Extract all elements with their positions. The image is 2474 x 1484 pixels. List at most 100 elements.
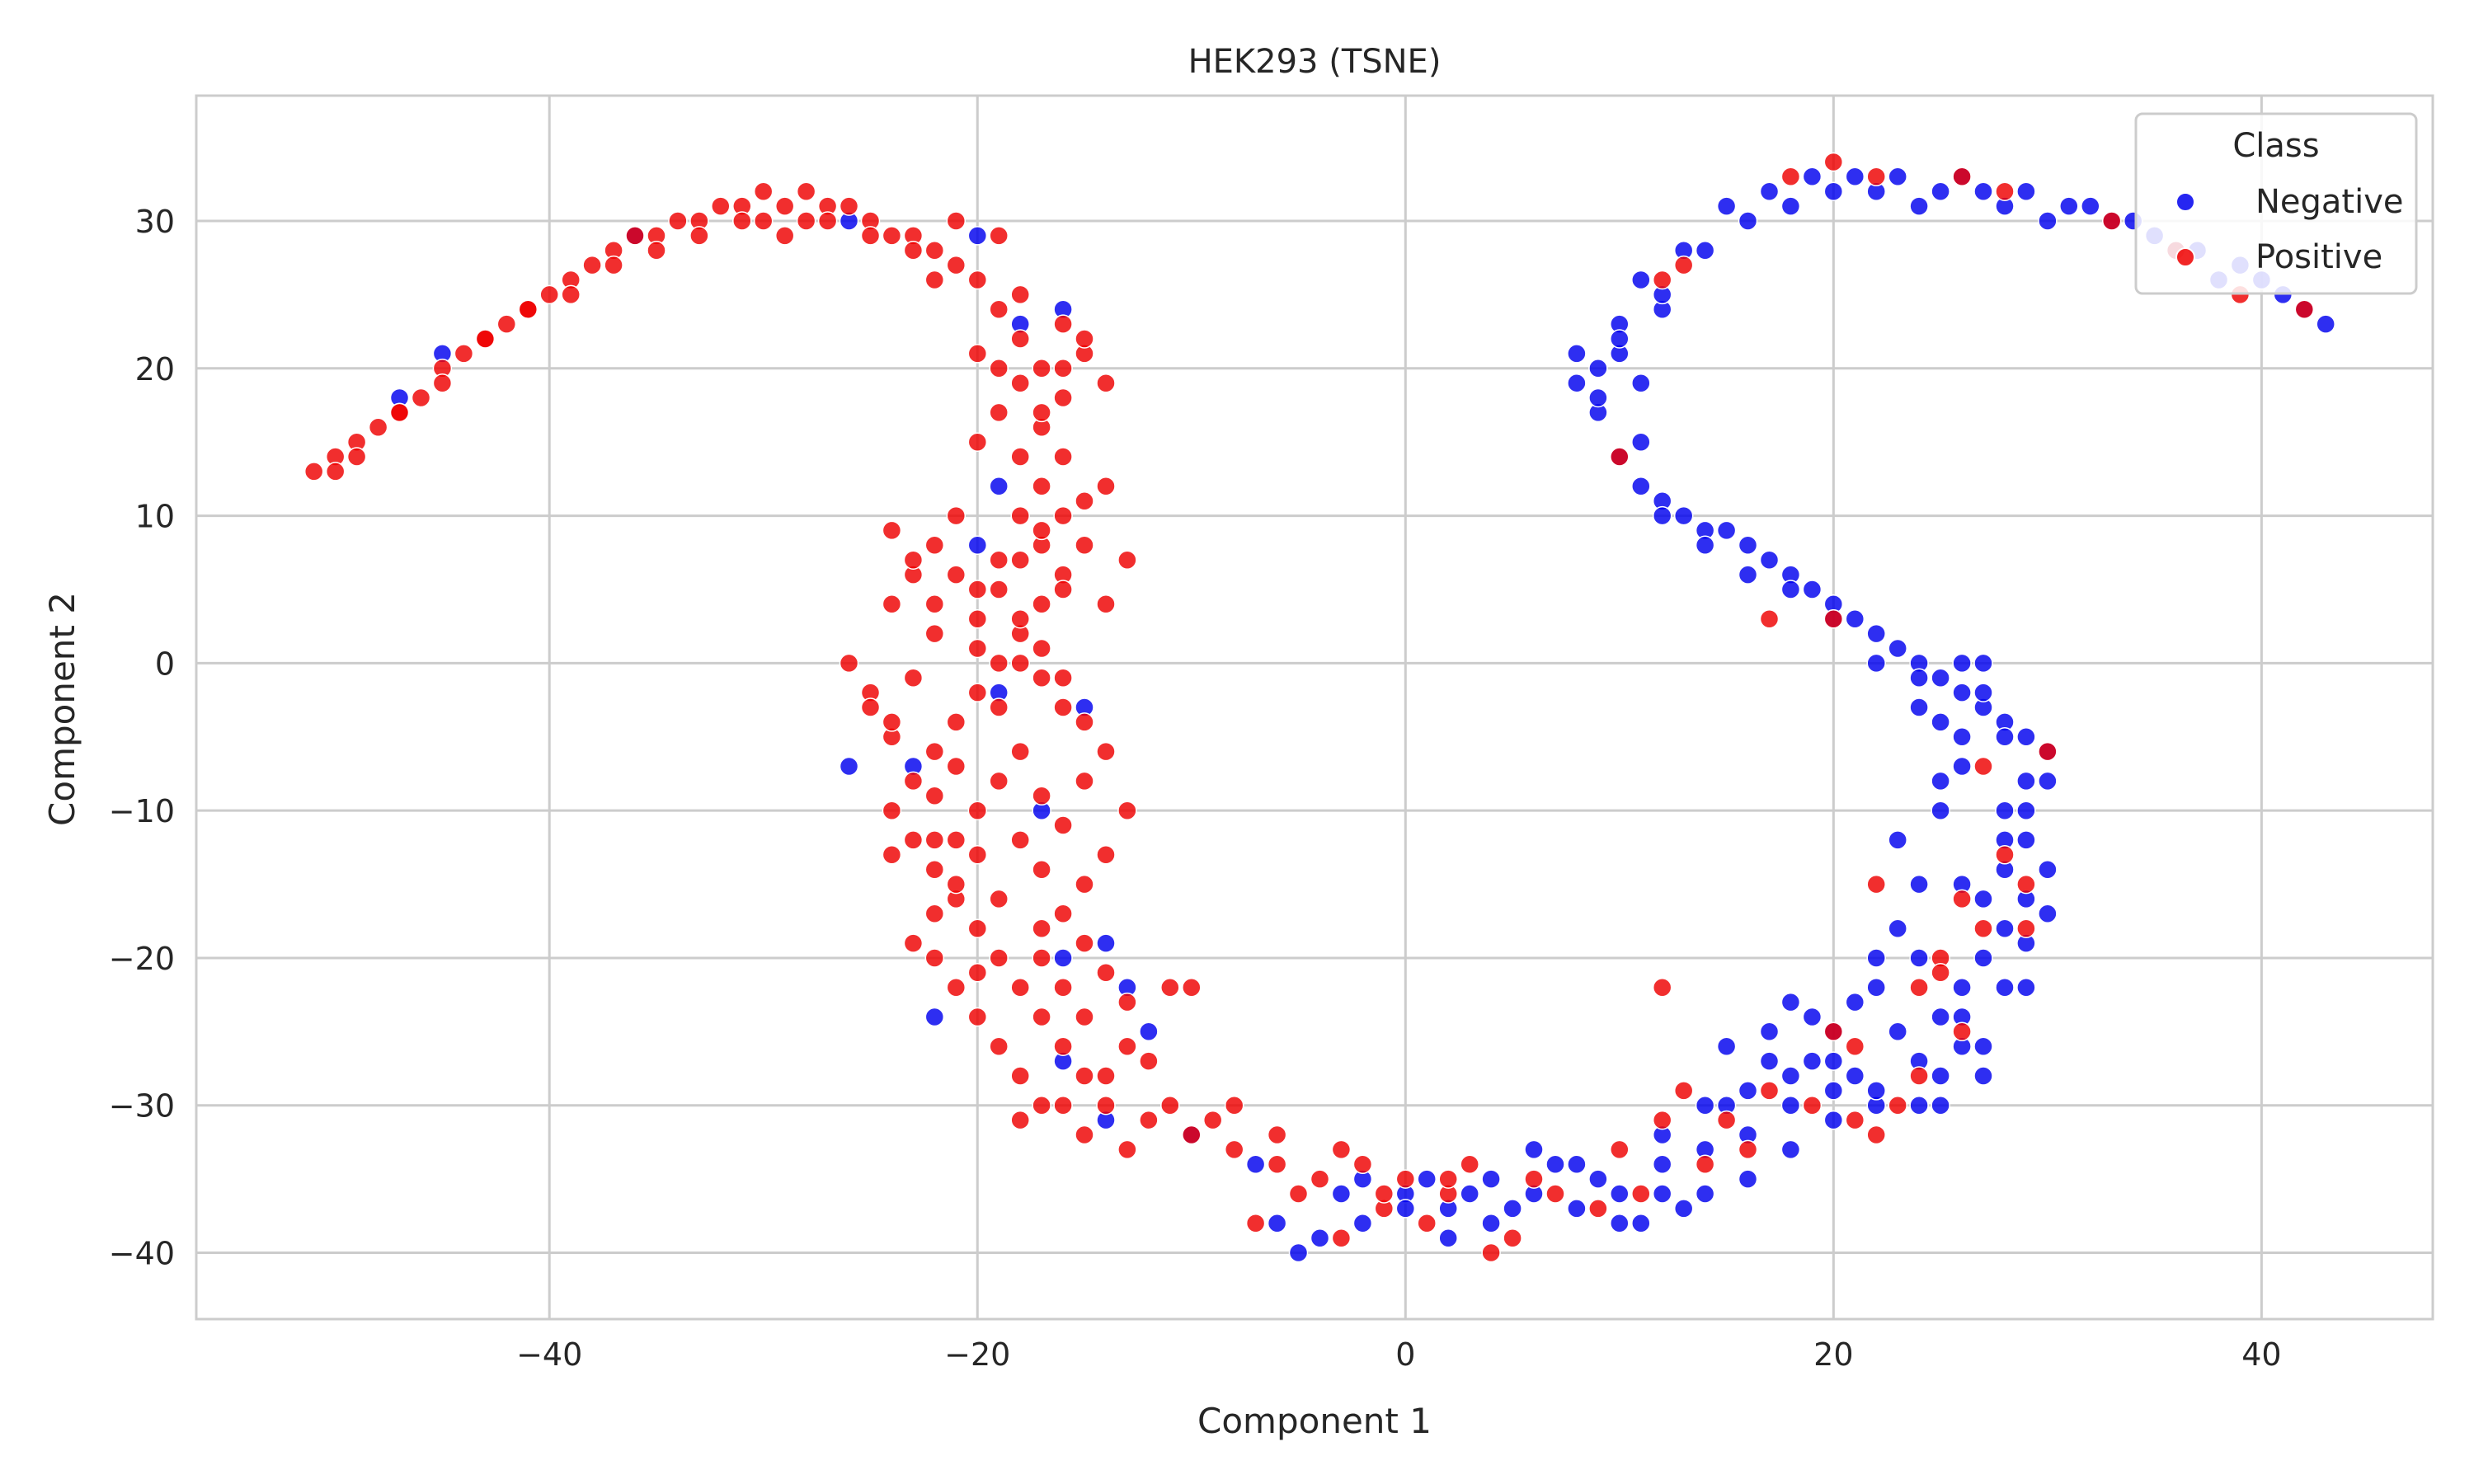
data-point-positive (967, 963, 988, 983)
data-point-positive (967, 638, 988, 659)
data-point-negative (2038, 904, 2058, 924)
data-point-positive (732, 211, 752, 231)
data-point-positive (1075, 491, 1094, 511)
data-point-negative (1973, 653, 1993, 674)
data-point-negative (2059, 196, 2079, 216)
data-point-positive (924, 240, 945, 261)
x-tick-labels: −40 −20 0 20 40 (516, 1336, 2281, 1373)
data-point-positive (1652, 270, 1672, 290)
data-point-negative (2016, 977, 2036, 998)
data-point-negative (1973, 889, 1993, 909)
data-point-positive (946, 505, 967, 526)
data-point-negative (1780, 1139, 1801, 1160)
data-point-negative (1931, 801, 1950, 820)
plot-frame (195, 94, 2434, 1321)
y-tick-label: 0 (155, 646, 175, 682)
data-point-positive (1032, 1095, 1051, 1115)
data-point-positive (967, 608, 988, 629)
data-point-negative (1567, 1154, 1587, 1175)
data-point-positive (1096, 845, 1116, 865)
data-point-negative (1952, 727, 1972, 747)
data-point-positive (1032, 859, 1051, 880)
data-point-positive (882, 520, 902, 541)
data-point-negative (1352, 1214, 1373, 1233)
data-point-negative (1738, 211, 1758, 231)
data-point-positive (1117, 801, 1137, 820)
data-point-positive (1460, 1154, 1479, 1175)
data-point-positive (1010, 284, 1030, 305)
data-point-negative (1759, 181, 1780, 201)
data-point-positive (711, 196, 731, 216)
data-point-negative (1567, 344, 1587, 364)
data-point-negative (1995, 727, 2015, 747)
data-point-positive (882, 801, 902, 820)
data-point-positive (1695, 1154, 1715, 1175)
data-point-positive (989, 697, 1009, 717)
data-point-negative (2038, 211, 2058, 231)
data-point-positive (946, 977, 967, 998)
data-point-negative (1973, 683, 1993, 702)
data-point-positive (1010, 977, 1030, 998)
data-point-positive (1759, 608, 1780, 629)
data-point-negative (1738, 1081, 1758, 1101)
data-point-positive (1352, 1154, 1373, 1175)
data-point-positive (432, 373, 453, 393)
data-point-positive (1053, 580, 1073, 599)
data-point-positive (967, 344, 988, 364)
legend-marker-negative (2175, 192, 2195, 212)
data-point-negative (1973, 181, 1993, 201)
data-point-positive (389, 402, 410, 423)
data-point-negative (1931, 771, 1950, 791)
data-point-positive (1395, 1169, 1416, 1189)
data-point-positive (1224, 1095, 1244, 1115)
data-point-negative (1888, 830, 1907, 850)
data-point-positive (1032, 359, 1051, 378)
data-point-negative (1652, 505, 1672, 526)
data-point-positive (1182, 1125, 1202, 1145)
data-point-positive (1053, 904, 1073, 924)
data-point-negative (1695, 1095, 1715, 1115)
data-point-negative (1909, 1095, 1929, 1115)
data-point-positive (1117, 992, 1137, 1012)
data-point-positive (1053, 697, 1073, 717)
data-point-positive (882, 226, 902, 246)
data-point-negative (1973, 948, 1993, 968)
chart-title: HEK293 (TSNE) (1188, 43, 1442, 81)
data-point-positive (946, 255, 967, 275)
data-point-positive (1032, 918, 1051, 938)
data-point-positive (1866, 874, 1886, 895)
data-point-positive (903, 771, 924, 791)
data-point-positive (625, 226, 645, 246)
data-point-negative (1931, 1095, 1950, 1115)
data-point-positive (1117, 1139, 1137, 1160)
data-point-positive (1481, 1242, 1501, 1263)
data-point-negative (1738, 535, 1758, 556)
data-point-negative (1823, 1081, 1844, 1101)
legend-label-positive: Positive (2255, 238, 2382, 276)
x-tick-label: 20 (1813, 1336, 1853, 1373)
data-point-positive (1845, 1110, 1865, 1130)
data-point-positive (1909, 977, 1929, 998)
x-tick-label: −20 (944, 1336, 1010, 1373)
data-point-positive (1331, 1139, 1352, 1160)
data-point-positive (1053, 977, 1073, 998)
legend: Class Negative Positive (2134, 112, 2418, 295)
data-point-negative (1845, 608, 1865, 629)
data-point-negative (1780, 992, 1801, 1012)
data-point-negative (924, 1007, 945, 1027)
data-point-positive (967, 801, 988, 820)
data-point-positive (924, 623, 945, 644)
data-point-negative (1888, 167, 1907, 187)
data-point-positive (882, 845, 902, 865)
data-point-positive (1139, 1110, 1159, 1130)
data-point-positive (1802, 1095, 1823, 1115)
data-point-positive (1075, 874, 1094, 895)
data-point-negative (1845, 992, 1865, 1012)
data-point-positive (1010, 505, 1030, 526)
data-point-negative (1695, 240, 1715, 261)
data-point-positive (1010, 550, 1030, 570)
y-tick-label: 20 (135, 351, 175, 387)
data-point-positive (1588, 1199, 1608, 1219)
data-point-negative (1952, 977, 1972, 998)
data-point-positive (1010, 608, 1030, 629)
